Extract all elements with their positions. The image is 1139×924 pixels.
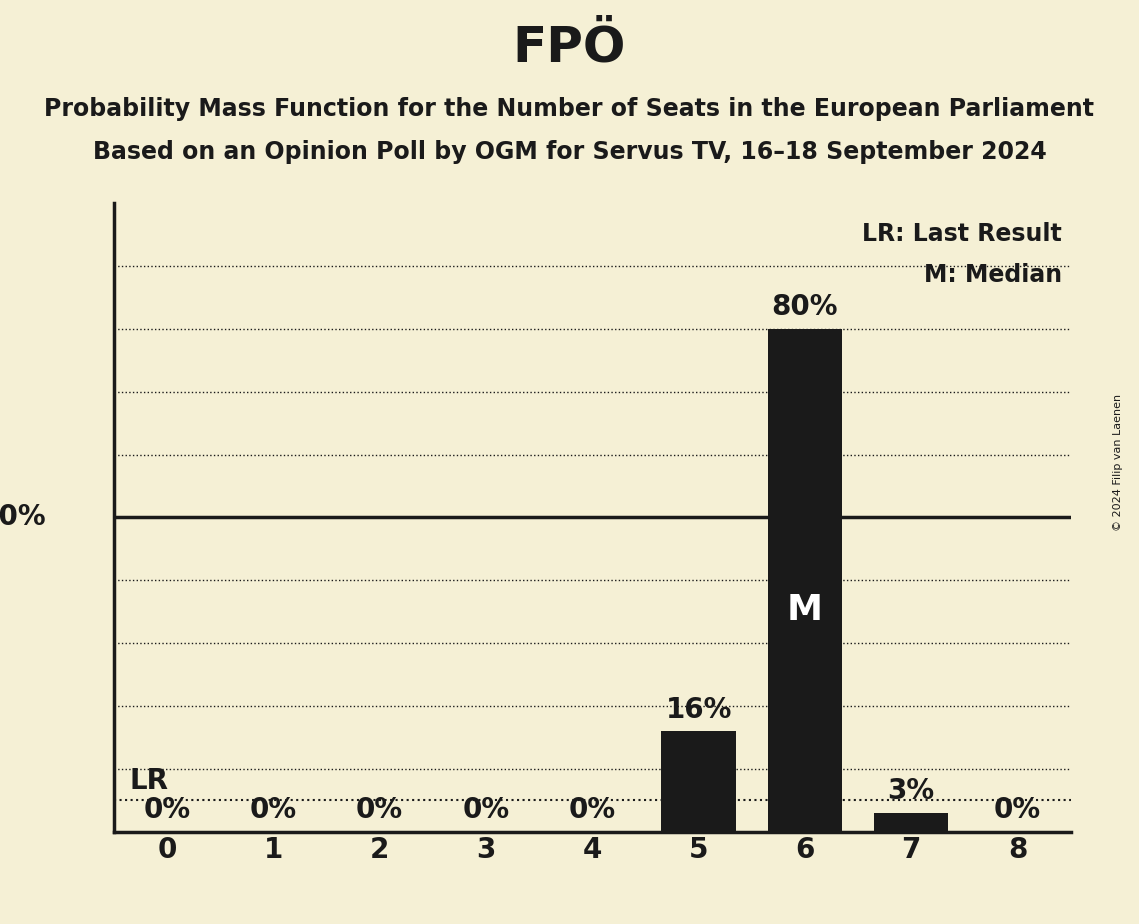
Text: 0%: 0% — [568, 796, 616, 824]
Text: © 2024 Filip van Laenen: © 2024 Filip van Laenen — [1114, 394, 1123, 530]
Text: 80%: 80% — [771, 294, 838, 322]
Text: 0%: 0% — [994, 796, 1041, 824]
Text: LR: LR — [130, 767, 169, 796]
Text: 0%: 0% — [249, 796, 297, 824]
Bar — [874, 813, 949, 832]
Text: 3%: 3% — [887, 777, 935, 805]
Bar — [768, 329, 842, 832]
Text: FPÖ: FPÖ — [513, 23, 626, 71]
Text: 0%: 0% — [144, 796, 190, 824]
Text: 0%: 0% — [462, 796, 509, 824]
Text: Probability Mass Function for the Number of Seats in the European Parliament: Probability Mass Function for the Number… — [44, 97, 1095, 121]
Text: LR: Last Result: LR: Last Result — [862, 222, 1063, 246]
Bar — [662, 731, 736, 832]
Text: 0%: 0% — [357, 796, 403, 824]
Text: 50%: 50% — [0, 504, 47, 531]
Text: M: Median: M: Median — [924, 263, 1063, 287]
Text: Based on an Opinion Poll by OGM for Servus TV, 16–18 September 2024: Based on an Opinion Poll by OGM for Serv… — [92, 140, 1047, 164]
Text: M: M — [787, 593, 822, 627]
Text: 16%: 16% — [665, 696, 731, 723]
